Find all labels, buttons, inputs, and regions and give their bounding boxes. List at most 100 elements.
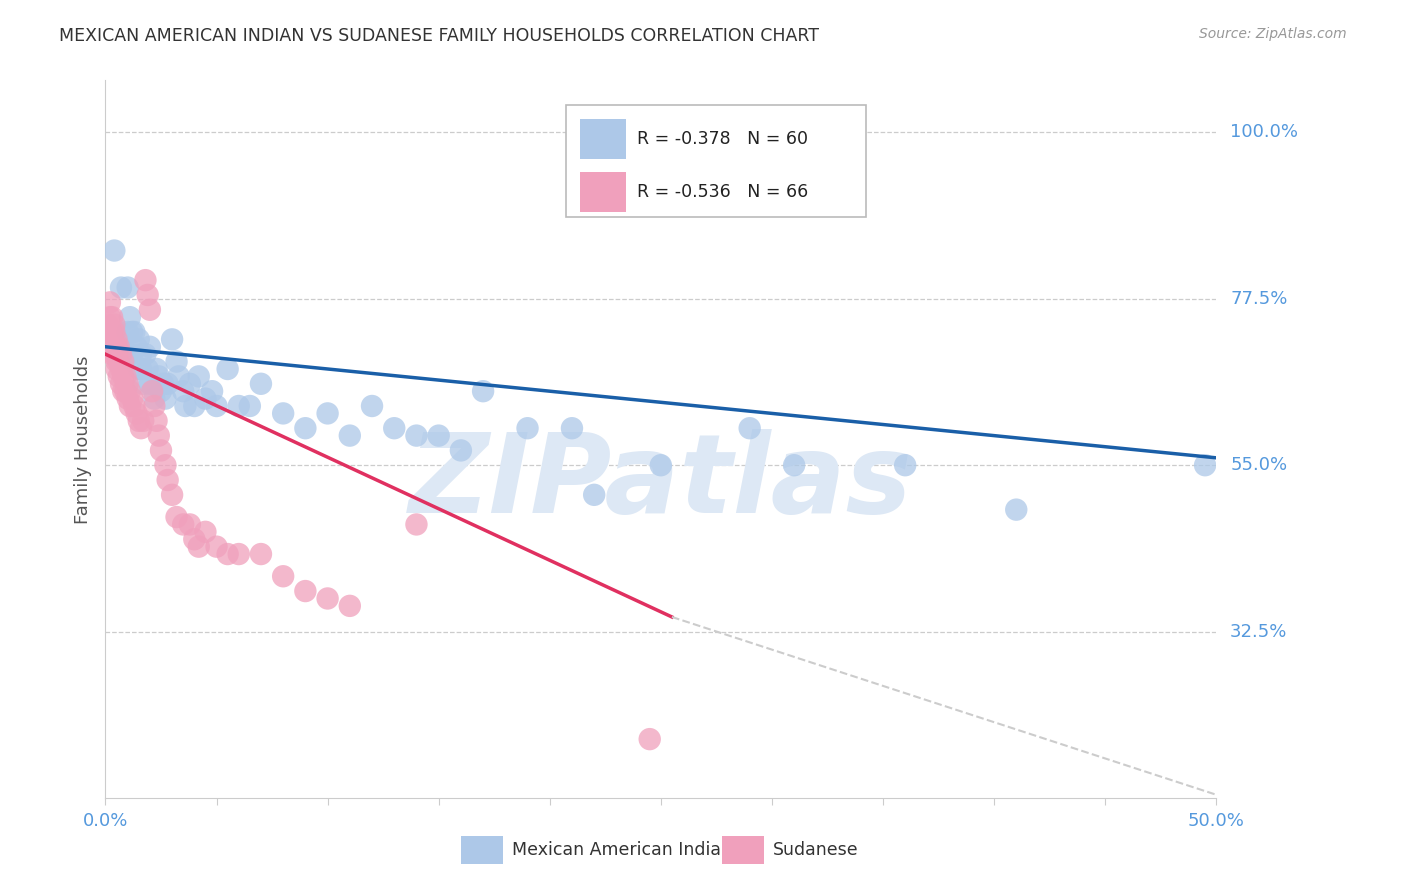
Point xyxy=(316,591,339,606)
Point xyxy=(172,517,194,532)
Bar xyxy=(579,119,627,159)
Point xyxy=(271,406,294,420)
Point xyxy=(134,273,156,287)
Point xyxy=(148,428,170,442)
Point xyxy=(561,421,583,435)
Point xyxy=(101,332,124,346)
Point xyxy=(128,332,150,346)
Point xyxy=(103,347,125,361)
Point xyxy=(112,354,135,368)
Point xyxy=(1194,458,1216,473)
Text: Mexican American Indians: Mexican American Indians xyxy=(512,841,741,859)
Point xyxy=(650,458,672,473)
Point xyxy=(205,399,228,413)
Point xyxy=(125,406,148,420)
Point xyxy=(339,428,361,442)
Text: R = -0.378   N = 60: R = -0.378 N = 60 xyxy=(637,130,808,148)
Point xyxy=(117,347,139,361)
Point xyxy=(239,399,262,413)
Point xyxy=(112,384,135,399)
Point xyxy=(98,295,121,310)
Point xyxy=(156,473,179,487)
Point xyxy=(228,547,250,561)
Point xyxy=(103,325,125,339)
Point xyxy=(114,369,136,384)
Text: R = -0.536   N = 66: R = -0.536 N = 66 xyxy=(637,183,808,202)
Point xyxy=(129,347,152,361)
Text: Sudanese: Sudanese xyxy=(773,841,859,859)
Point xyxy=(187,540,209,554)
Point xyxy=(110,347,132,361)
Point xyxy=(103,318,125,332)
Point xyxy=(128,414,150,428)
Bar xyxy=(579,172,627,212)
Y-axis label: Family Households: Family Households xyxy=(73,355,91,524)
Point xyxy=(117,280,139,294)
Point xyxy=(117,376,139,391)
Point xyxy=(121,325,143,339)
Point xyxy=(150,384,173,399)
Point xyxy=(139,376,162,391)
Point xyxy=(143,399,166,413)
Point xyxy=(132,376,155,391)
Text: 55.0%: 55.0% xyxy=(1230,456,1288,475)
Point xyxy=(205,540,228,554)
Point xyxy=(124,325,146,339)
Point xyxy=(339,599,361,613)
Point xyxy=(121,392,143,406)
Point xyxy=(117,392,139,406)
Point xyxy=(110,362,132,376)
Text: MEXICAN AMERICAN INDIAN VS SUDANESE FAMILY HOUSEHOLDS CORRELATION CHART: MEXICAN AMERICAN INDIAN VS SUDANESE FAMI… xyxy=(59,27,820,45)
Point xyxy=(160,488,183,502)
Point xyxy=(382,421,405,435)
Point xyxy=(194,524,217,539)
Point xyxy=(105,332,128,346)
Point xyxy=(167,369,190,384)
Point xyxy=(316,406,339,420)
Point xyxy=(294,421,316,435)
Point xyxy=(194,392,217,406)
Point xyxy=(117,325,139,339)
Bar xyxy=(721,836,763,864)
Point xyxy=(114,384,136,399)
Point xyxy=(201,384,224,399)
Point xyxy=(217,547,239,561)
Point xyxy=(166,354,188,368)
Point xyxy=(405,517,427,532)
Text: ZIPatlas: ZIPatlas xyxy=(409,429,912,536)
Point xyxy=(143,392,166,406)
Point xyxy=(128,362,150,376)
Point xyxy=(124,399,146,413)
Point xyxy=(148,369,170,384)
Point xyxy=(187,369,209,384)
Point xyxy=(105,354,128,368)
Point xyxy=(110,280,132,294)
Point xyxy=(107,354,129,368)
Point xyxy=(98,310,121,325)
Point xyxy=(250,547,273,561)
Point xyxy=(132,414,155,428)
Point xyxy=(183,533,205,547)
Point xyxy=(145,362,167,376)
Point xyxy=(156,376,179,391)
Point xyxy=(136,362,159,376)
Point xyxy=(271,569,294,583)
Point xyxy=(139,340,162,354)
Point xyxy=(103,244,125,258)
Point xyxy=(516,421,538,435)
Point xyxy=(98,325,121,339)
Text: 77.5%: 77.5% xyxy=(1230,290,1288,308)
Point xyxy=(155,458,177,473)
Point xyxy=(105,362,128,376)
Point xyxy=(150,443,173,458)
Point xyxy=(118,399,141,413)
Point xyxy=(472,384,495,399)
FancyBboxPatch shape xyxy=(567,105,866,217)
Point xyxy=(155,392,177,406)
Point xyxy=(107,340,129,354)
Point xyxy=(166,510,188,524)
Point xyxy=(97,318,120,332)
Point xyxy=(112,369,135,384)
Point xyxy=(172,384,194,399)
Point xyxy=(136,288,159,302)
